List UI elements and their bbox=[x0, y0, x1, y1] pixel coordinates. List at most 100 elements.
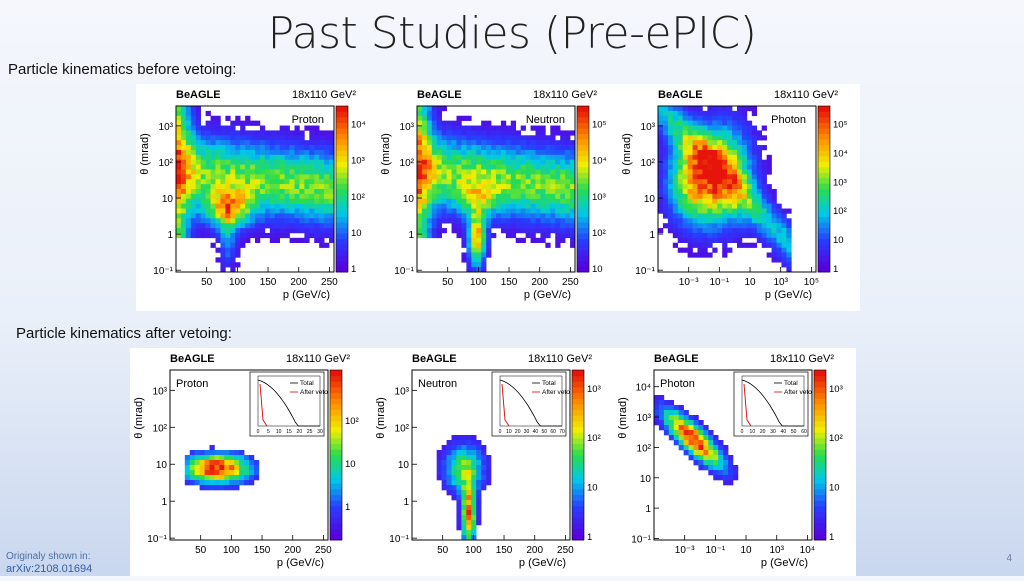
colorbar-segment bbox=[336, 139, 348, 146]
heatmap-cell bbox=[662, 145, 669, 151]
heatmap-cell bbox=[672, 242, 679, 248]
heatmap-cell bbox=[471, 125, 477, 131]
heatmap-cell bbox=[486, 145, 492, 151]
heatmap-cell bbox=[230, 179, 236, 185]
heatmap-cell bbox=[703, 430, 709, 436]
heatmap-cell bbox=[712, 120, 718, 126]
heatmap-cell bbox=[235, 164, 241, 170]
heatmap-cell bbox=[279, 189, 285, 195]
heatmap-cell bbox=[426, 193, 433, 200]
colorbar-segment bbox=[572, 472, 584, 479]
heatmap-cell bbox=[481, 159, 487, 165]
heatmap-cell bbox=[756, 154, 762, 160]
heatmap-cell bbox=[441, 460, 447, 466]
heatmap-cell bbox=[417, 198, 423, 204]
heatmap-cell bbox=[446, 125, 452, 131]
heatmap-cell bbox=[220, 179, 226, 185]
heatmap-cell bbox=[712, 164, 718, 170]
heatmap-cell bbox=[520, 164, 526, 170]
heatmap-cell bbox=[456, 232, 462, 239]
heatmap-cell bbox=[756, 193, 762, 200]
heatmap-cell bbox=[421, 193, 428, 200]
heatmap-cell bbox=[176, 149, 182, 156]
colorbar-segment bbox=[336, 216, 348, 223]
heatmap-cell bbox=[697, 218, 703, 224]
heatmap-cell bbox=[662, 174, 669, 180]
heatmap-cell bbox=[314, 198, 320, 204]
heatmap-cell bbox=[210, 174, 216, 180]
heatmap-cell bbox=[746, 140, 753, 146]
heatmap-cell bbox=[421, 115, 428, 121]
heatmap-cell bbox=[717, 198, 723, 204]
heatmap-cell bbox=[707, 135, 713, 141]
heatmap-cell bbox=[692, 169, 698, 175]
heatmap-cell bbox=[741, 115, 748, 121]
heatmap-cell bbox=[289, 228, 295, 234]
heatmap-cell bbox=[314, 174, 320, 180]
heatmap-cell bbox=[215, 198, 221, 204]
heatmap-cell bbox=[677, 203, 683, 209]
heatmap-cell bbox=[230, 252, 236, 258]
heatmap-cell bbox=[697, 242, 703, 248]
heatmap-cell bbox=[741, 110, 748, 117]
heatmap-cell bbox=[746, 174, 753, 180]
heatmap-cell bbox=[441, 208, 447, 214]
heatmap-cell bbox=[284, 223, 290, 229]
particle-label: Neutron bbox=[526, 114, 565, 126]
heatmap-cell bbox=[417, 203, 423, 209]
heatmap-cell bbox=[756, 145, 762, 151]
heatmap-cell bbox=[274, 135, 280, 141]
heatmap-cell bbox=[220, 237, 226, 243]
heatmap-cell bbox=[220, 267, 226, 273]
heatmap-cell bbox=[476, 445, 482, 451]
heatmap-cell bbox=[274, 193, 280, 200]
heatmap-cell bbox=[520, 149, 526, 156]
heatmap-cell bbox=[466, 223, 472, 229]
heatmap-cell bbox=[697, 140, 703, 146]
heatmap-cell bbox=[481, 140, 487, 146]
heatmap-cell bbox=[555, 159, 561, 165]
heatmap-cell bbox=[446, 145, 452, 151]
heatmap-cell bbox=[284, 179, 290, 185]
footer-reference-link[interactable]: arXiv:2108.01694 bbox=[6, 563, 93, 575]
heatmap-cell bbox=[515, 237, 521, 243]
heatmap-cell bbox=[461, 520, 467, 526]
heatmap-cell bbox=[540, 218, 546, 224]
heatmap-cell bbox=[683, 415, 689, 421]
heatmap-cell bbox=[451, 490, 457, 496]
heatmap-cell bbox=[195, 154, 201, 160]
heatmap-cell bbox=[441, 154, 447, 160]
heatmap-cell bbox=[466, 460, 472, 466]
heatmap-cell bbox=[662, 164, 669, 170]
heatmap-cell bbox=[230, 154, 236, 160]
heatmap-cell bbox=[180, 106, 187, 112]
heatmap-cell bbox=[491, 179, 497, 185]
heatmap-cell bbox=[540, 189, 546, 195]
heatmap-cell bbox=[565, 218, 571, 224]
heatmap-cell bbox=[324, 184, 330, 190]
heatmap-cell bbox=[451, 120, 457, 126]
heatmap-cell bbox=[471, 435, 477, 441]
heatmap-cell bbox=[491, 223, 497, 229]
heatmap-cell bbox=[486, 184, 492, 190]
heatmap-cell bbox=[210, 232, 216, 239]
y-tick-label: 10⁻¹ bbox=[389, 534, 409, 545]
heatmap-cell bbox=[500, 164, 507, 170]
heatmap-cell bbox=[299, 135, 305, 141]
heatmap-cell bbox=[461, 115, 467, 121]
heatmap-cell bbox=[476, 169, 482, 175]
colorbar-segment bbox=[818, 117, 830, 123]
heatmap-cell bbox=[682, 115, 688, 121]
heatmap-cell bbox=[269, 164, 276, 170]
heatmap-cell bbox=[299, 179, 305, 185]
heatmap-cell bbox=[436, 184, 442, 190]
heatmap-cell bbox=[220, 125, 226, 131]
heatmap-cell bbox=[176, 223, 182, 229]
colorbar-tick-label: 10⁴ bbox=[351, 120, 366, 131]
heatmap-cell bbox=[693, 440, 699, 446]
heatmap-cell bbox=[329, 174, 335, 180]
heatmap-cell bbox=[205, 140, 211, 146]
heatmap-cell bbox=[451, 184, 457, 190]
heatmap-cell bbox=[471, 515, 477, 521]
heatmap-cell bbox=[481, 149, 487, 156]
